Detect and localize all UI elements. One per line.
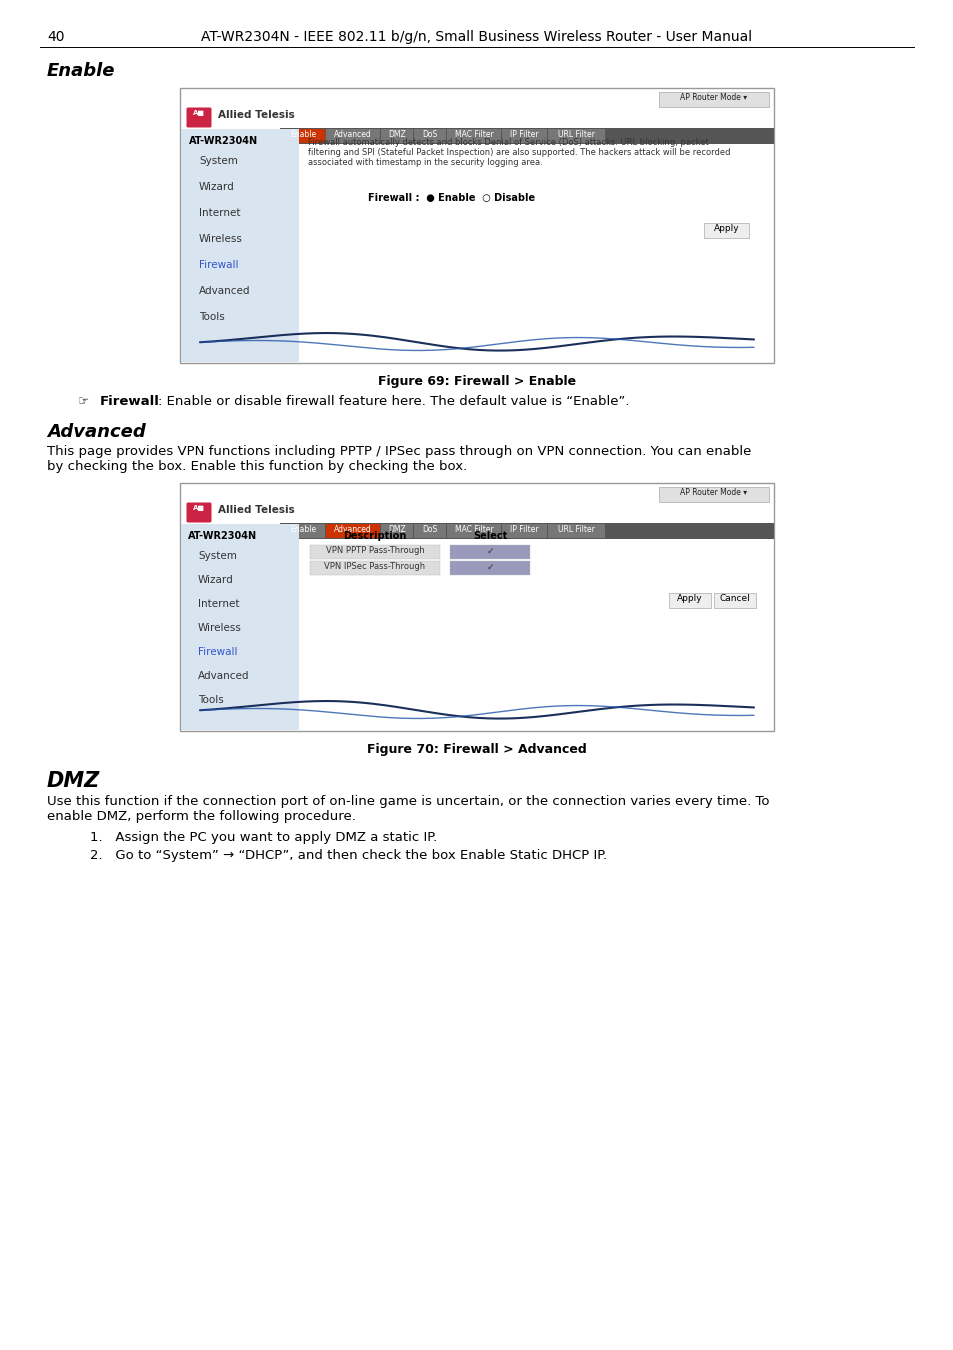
Text: Allied Telesis: Allied Telesis: [218, 109, 294, 120]
Text: MAC Filter: MAC Filter: [455, 525, 493, 535]
Bar: [282, 130, 325, 143]
Bar: [280, 128, 773, 144]
Text: Wireless: Wireless: [199, 234, 243, 244]
Bar: [450, 545, 530, 559]
Bar: [310, 545, 439, 559]
Text: System: System: [198, 551, 236, 562]
Text: Internet: Internet: [198, 599, 239, 609]
Text: Wireless: Wireless: [198, 622, 242, 633]
Text: AT-WR2304N: AT-WR2304N: [189, 136, 258, 146]
Text: VPN IPSec Pass-Through: VPN IPSec Pass-Through: [324, 562, 425, 571]
Bar: [447, 524, 500, 539]
Bar: [668, 593, 710, 608]
Text: Select: Select: [473, 531, 507, 541]
Text: IP Filter: IP Filter: [510, 525, 538, 535]
Text: 2.   Go to “System” → “DHCP”, and then check the box Enable Static DHCP IP.: 2. Go to “System” → “DHCP”, and then che…: [90, 849, 607, 863]
Bar: [180, 483, 773, 730]
Bar: [380, 524, 413, 539]
Text: A■: A■: [193, 505, 205, 512]
Text: URL Filter: URL Filter: [558, 130, 595, 139]
Text: Enable: Enable: [47, 62, 115, 80]
Text: DMZ: DMZ: [388, 525, 405, 535]
Text: DoS: DoS: [422, 130, 437, 139]
Text: ✓: ✓: [486, 547, 494, 556]
Text: Firewall: Firewall: [100, 396, 160, 408]
Text: Advanced: Advanced: [334, 525, 372, 535]
Bar: [713, 593, 755, 608]
Text: AP Router Mode ▾: AP Router Mode ▾: [679, 487, 747, 497]
Text: Firewall automatically detects and blocks Denial of Service (DoS) attacks. URL b: Firewall automatically detects and block…: [308, 138, 708, 147]
Text: Firewall: Firewall: [199, 261, 238, 270]
Text: VPN PPTP Pass-Through: VPN PPTP Pass-Through: [325, 545, 424, 555]
Text: Description: Description: [343, 531, 406, 541]
Bar: [501, 524, 546, 539]
Bar: [326, 524, 379, 539]
Bar: [181, 524, 298, 730]
Bar: [659, 487, 768, 502]
Text: Use this function if the connection port of on-line game is uncertain, or the co: Use this function if the connection port…: [47, 795, 769, 809]
Text: Advanced: Advanced: [198, 671, 250, 680]
Bar: [659, 92, 768, 107]
Text: AT-WR2304N: AT-WR2304N: [188, 531, 257, 541]
Text: MAC Filter: MAC Filter: [455, 130, 493, 139]
Bar: [450, 562, 530, 575]
Text: Firewall :  ● Enable  ○ Disable: Firewall : ● Enable ○ Disable: [368, 193, 535, 202]
Text: Enable: Enable: [290, 130, 316, 139]
Bar: [547, 130, 604, 143]
Bar: [282, 524, 325, 539]
Text: A■: A■: [193, 109, 205, 116]
Text: Advanced: Advanced: [47, 423, 146, 441]
Text: : Enable or disable firewall feature here. The default value is “Enable”.: : Enable or disable firewall feature her…: [157, 396, 628, 408]
Bar: [447, 130, 500, 143]
Text: DoS: DoS: [422, 525, 437, 535]
Bar: [310, 562, 439, 575]
Text: Tools: Tools: [198, 695, 224, 705]
Bar: [280, 522, 773, 539]
Text: ☞: ☞: [78, 396, 90, 408]
Text: 40: 40: [47, 30, 65, 45]
Text: This page provides VPN functions including PPTP / IPSec pass through on VPN conn: This page provides VPN functions includi…: [47, 446, 751, 458]
Text: Internet: Internet: [199, 208, 240, 217]
Bar: [181, 130, 298, 362]
Text: Advanced: Advanced: [199, 286, 251, 296]
Text: Firewall: Firewall: [198, 647, 237, 657]
Text: Figure 69: Firewall > Enable: Figure 69: Firewall > Enable: [377, 375, 576, 387]
Bar: [326, 130, 379, 143]
Text: URL Filter: URL Filter: [558, 525, 595, 535]
Text: by checking the box. Enable this function by checking the box.: by checking the box. Enable this functio…: [47, 460, 467, 472]
Text: DMZ: DMZ: [388, 130, 405, 139]
Text: Apply: Apply: [677, 594, 702, 603]
Text: enable DMZ, perform the following procedure.: enable DMZ, perform the following proced…: [47, 810, 355, 824]
Text: Figure 70: Firewall > Advanced: Figure 70: Firewall > Advanced: [367, 743, 586, 756]
FancyBboxPatch shape: [186, 108, 212, 127]
Bar: [703, 223, 748, 238]
Text: Tools: Tools: [199, 312, 225, 323]
Bar: [547, 524, 604, 539]
Text: AP Router Mode ▾: AP Router Mode ▾: [679, 93, 747, 103]
Text: System: System: [199, 157, 237, 166]
Text: Wizard: Wizard: [198, 575, 233, 585]
Text: associated with timestamp in the security logging area.: associated with timestamp in the securit…: [308, 158, 542, 167]
Bar: [414, 524, 446, 539]
Text: Advanced: Advanced: [334, 130, 372, 139]
Text: Allied Telesis: Allied Telesis: [218, 505, 294, 514]
Text: 1.   Assign the PC you want to apply DMZ a static IP.: 1. Assign the PC you want to apply DMZ a…: [90, 832, 436, 844]
Bar: [180, 88, 773, 363]
Text: ✓: ✓: [486, 563, 494, 572]
FancyBboxPatch shape: [186, 502, 212, 522]
Text: filtering and SPI (Stateful Packet Inspection) are also supported. The hackers a: filtering and SPI (Stateful Packet Inspe…: [308, 148, 730, 157]
Text: Cancel: Cancel: [719, 594, 750, 603]
Text: DMZ: DMZ: [47, 771, 100, 791]
Bar: [501, 130, 546, 143]
Text: Wizard: Wizard: [199, 182, 234, 192]
Text: Enable: Enable: [290, 525, 316, 535]
Bar: [414, 130, 446, 143]
Bar: [380, 130, 413, 143]
Text: Apply: Apply: [714, 224, 739, 234]
Text: AT-WR2304N - IEEE 802.11 b/g/n, Small Business Wireless Router - User Manual: AT-WR2304N - IEEE 802.11 b/g/n, Small Bu…: [201, 30, 752, 45]
Text: IP Filter: IP Filter: [510, 130, 538, 139]
